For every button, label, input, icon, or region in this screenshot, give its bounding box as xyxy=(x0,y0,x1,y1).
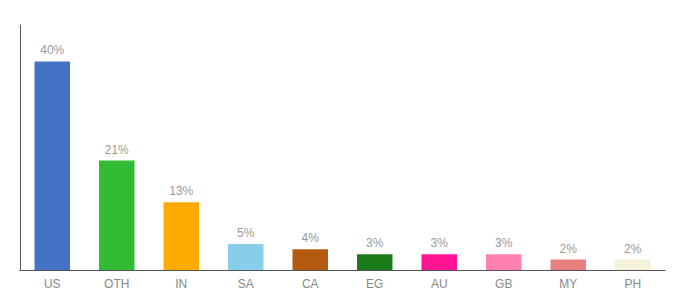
svg-text:2%: 2% xyxy=(624,242,642,256)
svg-text:IN: IN xyxy=(175,277,187,291)
svg-text:3%: 3% xyxy=(495,236,513,250)
svg-text:CA: CA xyxy=(302,277,319,291)
svg-text:GB: GB xyxy=(495,277,512,291)
svg-text:3%: 3% xyxy=(366,236,384,250)
svg-text:13%: 13% xyxy=(169,184,193,198)
svg-text:SA: SA xyxy=(238,277,254,291)
svg-text:21%: 21% xyxy=(105,143,129,157)
svg-text:AU: AU xyxy=(431,277,448,291)
svg-text:3%: 3% xyxy=(431,236,449,250)
svg-text:PH: PH xyxy=(624,277,641,291)
svg-text:MY: MY xyxy=(559,277,577,291)
svg-text:OTH: OTH xyxy=(104,277,129,291)
svg-text:2%: 2% xyxy=(560,242,578,256)
svg-text:US: US xyxy=(44,277,61,291)
svg-text:4%: 4% xyxy=(302,231,320,245)
svg-text:5%: 5% xyxy=(237,226,255,240)
svg-text:40%: 40% xyxy=(40,43,64,57)
svg-text:EG: EG xyxy=(366,277,383,291)
